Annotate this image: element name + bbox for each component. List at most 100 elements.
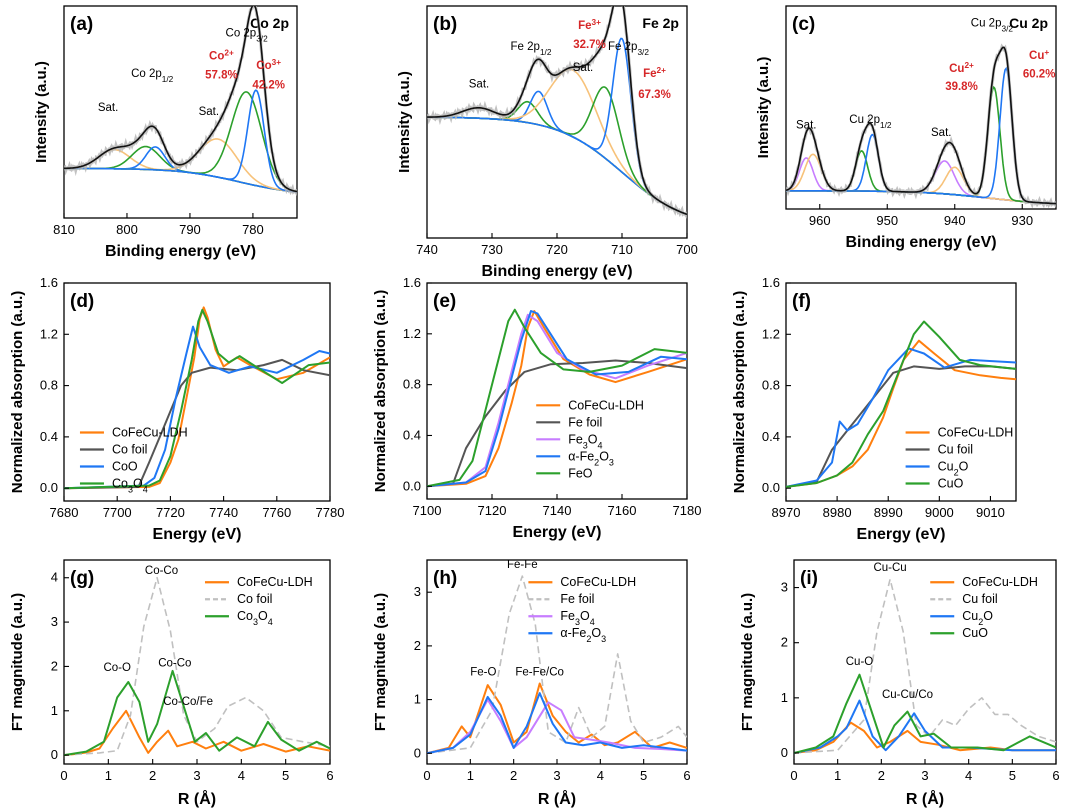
label-part: O (258, 609, 268, 623)
panel-c: 960 950 940 930 Binding energy (eV) Intensity… (755, 5, 1057, 251)
y-tick-label: 2 (414, 638, 421, 653)
peak-annotation: Cu-Cu/Co (882, 689, 933, 701)
x-tick-label: 5 (1009, 768, 1016, 783)
peak-annotation: Co-O (103, 662, 131, 674)
label-part: 3 (575, 617, 580, 627)
y-tick-label: 1.6 (40, 275, 58, 290)
x-tick-label: 700 (676, 242, 698, 257)
label-part: Fe (578, 20, 591, 32)
y-axis-label: FT magnitude (a.u.) (739, 593, 756, 731)
x-tick-label: 0 (790, 768, 797, 783)
peak-annotation: Co 2p1/2 (131, 68, 174, 84)
peak-annotation: Cu-Cu (873, 562, 906, 574)
legend-label: Cu foil (938, 443, 973, 457)
label-part: 57.8% (205, 70, 238, 82)
x-tick-label: 800 (116, 222, 138, 237)
x-tick-label: 740 (416, 242, 438, 257)
y-tick-label: 1 (51, 703, 58, 718)
label-part: α-Fe (560, 626, 586, 640)
series-line (427, 310, 687, 488)
legend-label: Fe3O4 (568, 432, 602, 450)
series-line (794, 673, 1056, 754)
label-part: Cu-Cu (873, 562, 906, 574)
peak-annotation: Sat. (199, 106, 219, 118)
label-part: 2+ (964, 60, 974, 69)
label-part: Co (237, 609, 253, 623)
panel-label: (a) (70, 14, 93, 35)
label-part: Co (256, 60, 271, 72)
legend-label: CoO (112, 460, 138, 474)
plot-area (427, 575, 687, 755)
percent-annotation: Co2+ (209, 48, 234, 63)
label-part: Fe (560, 609, 575, 623)
x-tick-label: 2 (510, 768, 517, 783)
label-part: Co foil (237, 592, 272, 606)
label-part: Cu (938, 460, 954, 474)
plot-area (786, 320, 1016, 488)
peak-annotation: Fe-Fe (507, 559, 538, 571)
plot-area (64, 6, 297, 196)
label-part: O (591, 626, 601, 640)
x-tick-label: 710 (611, 242, 633, 257)
x-tick-label: 4 (965, 768, 972, 783)
x-tick-label: 7140 (543, 503, 572, 518)
label-part: Sat. (931, 127, 951, 139)
label-part: CuO (938, 477, 964, 491)
label-part: O (580, 609, 590, 623)
legend-label: Co foil (237, 592, 272, 606)
legend-label: CuO (962, 626, 988, 640)
x-tick-label: 3 (193, 768, 200, 783)
label-part: 4 (268, 617, 273, 627)
x-tick-label: 960 (809, 213, 831, 228)
peak-annotation: Fe 2p1/2 (511, 41, 552, 57)
x-tick-label: 7760 (262, 505, 291, 520)
label-part: Co foil (112, 443, 147, 457)
plot-area (427, 308, 687, 488)
label-part: 42.2% (252, 79, 285, 91)
y-tick-label: 0 (414, 745, 421, 760)
label-part: 1/2 (162, 74, 174, 83)
plot-frame (63, 5, 298, 219)
label-part: 3+ (591, 18, 601, 27)
label-part: 2 (594, 457, 599, 467)
x-tick-label: 3 (921, 768, 928, 783)
label-part: 3/2 (256, 34, 268, 43)
series-line (794, 721, 1056, 754)
plot-area (794, 578, 1056, 754)
label-part: Co-Co/Fe (163, 696, 213, 708)
y-tick-label: 4 (51, 570, 58, 585)
x-tick-label: 6 (1052, 768, 1059, 783)
label-part: CoFeCu-LDH (237, 575, 313, 589)
plot-frame (426, 5, 688, 239)
fit-component (64, 89, 297, 193)
series-line (427, 313, 687, 488)
x-tick-label: 810 (53, 222, 75, 237)
y-axis-label: Normalized absorption (a.u.) (731, 291, 748, 494)
label-part: Co 2p (131, 68, 162, 80)
label-part: Fe 2p (511, 41, 540, 53)
label-part: + (1044, 48, 1049, 57)
label-part: Fe-Fe (507, 559, 538, 571)
label-part: Cu-Cu/Co (882, 689, 933, 701)
percent-annotation: Co3+ (256, 58, 281, 73)
x-tick-label: 7120 (478, 503, 507, 518)
peak-annotation: Sat. (796, 120, 816, 132)
label-part: 3 (583, 440, 588, 450)
label-part: CoFeCu-LDH (560, 575, 636, 589)
background-line (427, 116, 687, 216)
panel-label: (b) (433, 14, 457, 35)
label-part: 3 (601, 634, 606, 644)
label-part: 67.3% (638, 89, 671, 101)
x-axis-label: Binding energy (eV) (105, 243, 256, 260)
y-tick-label: 0.8 (40, 378, 58, 393)
series-line (794, 578, 1056, 754)
y-axis-label: Normalized absorption (a.u.) (9, 291, 26, 494)
series-line (427, 692, 687, 755)
plot-frame (426, 282, 688, 500)
label-part: Sat. (796, 120, 816, 132)
label-part: Cu 2p (849, 114, 880, 126)
x-tick-label: 8990 (874, 505, 903, 520)
label-part: Sat. (469, 79, 489, 91)
plot-frame (785, 282, 1017, 502)
fit-component (427, 100, 687, 216)
